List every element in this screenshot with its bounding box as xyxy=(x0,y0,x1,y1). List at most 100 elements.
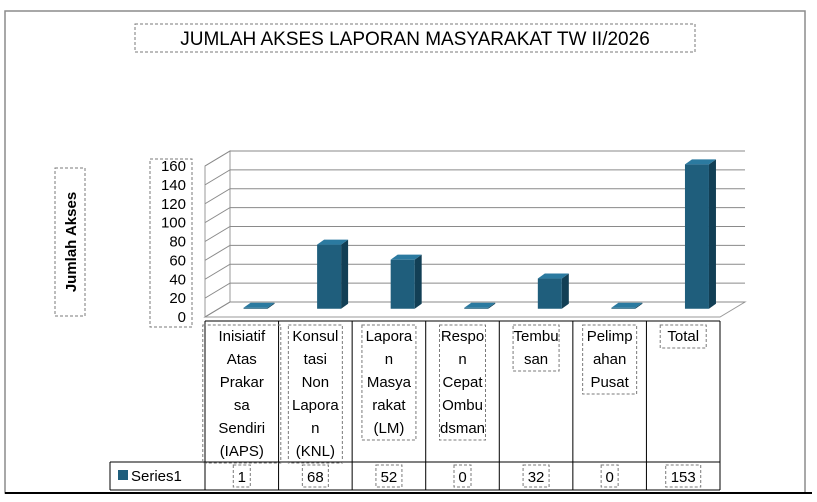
category-label: n xyxy=(385,351,393,368)
category-label: tasi xyxy=(304,351,327,368)
bar-top xyxy=(390,254,422,260)
category-label: Respo xyxy=(441,328,484,345)
bar-side xyxy=(561,273,569,309)
category-label: Atas xyxy=(227,351,257,368)
gridline xyxy=(204,207,745,224)
value-label-box xyxy=(232,464,251,488)
bar-top xyxy=(243,302,275,308)
gridline xyxy=(204,226,745,242)
bar-top xyxy=(464,302,496,308)
value-label: 32 xyxy=(528,469,545,486)
bar-front xyxy=(611,307,636,309)
category-label: Prakar xyxy=(220,374,264,391)
category-label: Konsul xyxy=(292,328,338,345)
category-label: Pelimp xyxy=(587,328,633,345)
chart-title: JUMLAH AKSES LAPORAN MASYARAKAT TW II/20… xyxy=(180,29,650,50)
bar-0 xyxy=(243,302,275,309)
category-label: (IAPS) xyxy=(220,443,264,460)
value-label: 0 xyxy=(458,469,466,486)
gridline xyxy=(204,169,745,186)
category-label: sa xyxy=(234,397,251,414)
bar-front xyxy=(684,164,709,309)
bar-top xyxy=(611,302,643,308)
gridlines xyxy=(204,150,745,318)
bar-front xyxy=(537,278,562,309)
category-label: Pusat xyxy=(590,374,629,391)
y-axis-label: Jumlah Akses xyxy=(63,192,80,292)
category-label-box xyxy=(659,324,707,349)
gridline xyxy=(204,150,745,167)
category-label: Inisiatif xyxy=(218,328,266,345)
gridline xyxy=(204,263,745,280)
value-label: 52 xyxy=(381,469,398,486)
value-label: 1 xyxy=(238,469,246,486)
yticks-box xyxy=(149,158,193,328)
data-table: Series1 Inisiatif Atas Prakar sa Sendiri (IAPS… xyxy=(109,320,721,491)
y-tick-label: 100 xyxy=(161,215,186,232)
bar-front xyxy=(243,307,268,309)
bars xyxy=(243,159,716,309)
category-label: (LM) xyxy=(374,420,405,437)
category-label: Cepat xyxy=(442,374,483,391)
y-tick-label: 20 xyxy=(169,290,186,307)
bar-side xyxy=(488,302,496,309)
category-label-box xyxy=(287,324,343,464)
value-label-box xyxy=(665,464,702,488)
category-label: Tembu xyxy=(514,328,559,345)
bar-top xyxy=(317,239,349,245)
title-box xyxy=(134,23,696,53)
bar-front xyxy=(390,259,415,309)
value-label: 153 xyxy=(671,469,696,486)
legend-swatch xyxy=(118,470,128,480)
ylabel-box xyxy=(54,167,86,317)
category-label: Non xyxy=(302,374,330,391)
value-label-box xyxy=(375,464,403,488)
bar-3 xyxy=(464,302,496,309)
category-label: Ombu xyxy=(442,397,483,414)
bar-side xyxy=(267,302,275,309)
bar-side xyxy=(635,302,643,309)
gridline xyxy=(204,282,745,299)
category-label: dsman xyxy=(440,420,485,437)
gridline xyxy=(204,188,745,205)
value-label: 0 xyxy=(605,469,613,486)
gridline xyxy=(204,244,745,261)
y-tick-label: 140 xyxy=(161,177,186,194)
chart-border xyxy=(4,10,806,494)
bar-top xyxy=(684,159,716,165)
bar-1 xyxy=(317,239,349,309)
bar-5 xyxy=(611,302,643,309)
category-label: Sendiri xyxy=(218,420,265,437)
category-label: san xyxy=(524,351,548,368)
category-label: (KNL) xyxy=(296,443,335,460)
category-label-box xyxy=(582,324,638,395)
legend-label: Series1 xyxy=(131,468,182,485)
value-label-box xyxy=(453,464,472,488)
y-tick-label: 40 xyxy=(169,271,186,288)
value-label: 68 xyxy=(307,469,324,486)
category-label: ahan xyxy=(593,351,626,368)
y-tick-label: 160 xyxy=(161,158,186,175)
bar-front xyxy=(464,307,489,309)
category-label: Masya xyxy=(367,374,412,391)
category-label: Lapora xyxy=(366,328,413,345)
y-tick-label: 60 xyxy=(169,252,186,269)
value-label-box xyxy=(600,464,619,488)
bar-4 xyxy=(537,273,569,309)
bar-top xyxy=(537,273,569,279)
y-tick-label: 80 xyxy=(169,234,186,251)
category-label: rakat xyxy=(372,397,406,414)
value-label-box xyxy=(522,464,550,488)
bar-side xyxy=(708,159,716,309)
category-label-box xyxy=(361,324,417,441)
category-label-box xyxy=(202,324,282,464)
bar-side xyxy=(341,239,349,309)
bar-6 xyxy=(684,159,716,309)
category-label-box xyxy=(439,324,486,441)
value-label-box xyxy=(301,464,329,488)
bar-side xyxy=(414,254,422,309)
category-label: Lapora xyxy=(292,397,339,414)
y-tick-label: 0 xyxy=(178,309,186,326)
bar-front xyxy=(317,244,342,309)
